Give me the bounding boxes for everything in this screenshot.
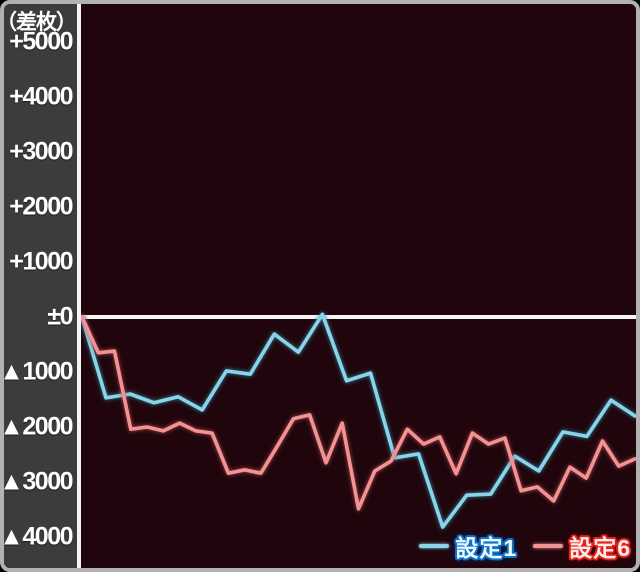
y-axis-line (77, 4, 81, 568)
y-axis-tick: ▲1000 (0, 357, 73, 386)
y-axis-tick: +4000 (9, 82, 73, 111)
y-axis-tick: ▲3000 (0, 467, 73, 496)
series-line-setting6 (81, 315, 636, 511)
y-axis-tick: ±0 (47, 302, 73, 331)
y-axis-tick: +1000 (9, 247, 73, 276)
y-axis-tick: +5000 (9, 27, 73, 56)
setting6-line-swatch (533, 544, 564, 548)
legend-item-setting6: 設定6 (533, 529, 631, 563)
legend-item-setting1: 設定1 (419, 529, 517, 563)
y-axis-tick: ▲2000 (0, 412, 73, 441)
y-axis-tick: +3000 (9, 137, 73, 166)
plot-area: 設定1 設定6 (81, 4, 636, 568)
series-line-setting1 (81, 312, 636, 529)
setting1-line-swatch (419, 544, 450, 548)
setting1-legend-label: 設定1 (455, 535, 518, 561)
y-axis-gutter: （差枚） +5000 +4000 +3000 +2000 +1000 ±0 ▲1000 ▲20… (4, 4, 77, 568)
y-axis-unit-label: （差枚） (0, 11, 77, 34)
y-axis-tick: +2000 (9, 192, 73, 221)
y-axis-tick: ▲4000 (0, 522, 73, 551)
line-chart (81, 312, 636, 529)
setting6-legend-label: 設定6 (569, 535, 631, 561)
legend: 設定1 設定6 (419, 529, 631, 563)
